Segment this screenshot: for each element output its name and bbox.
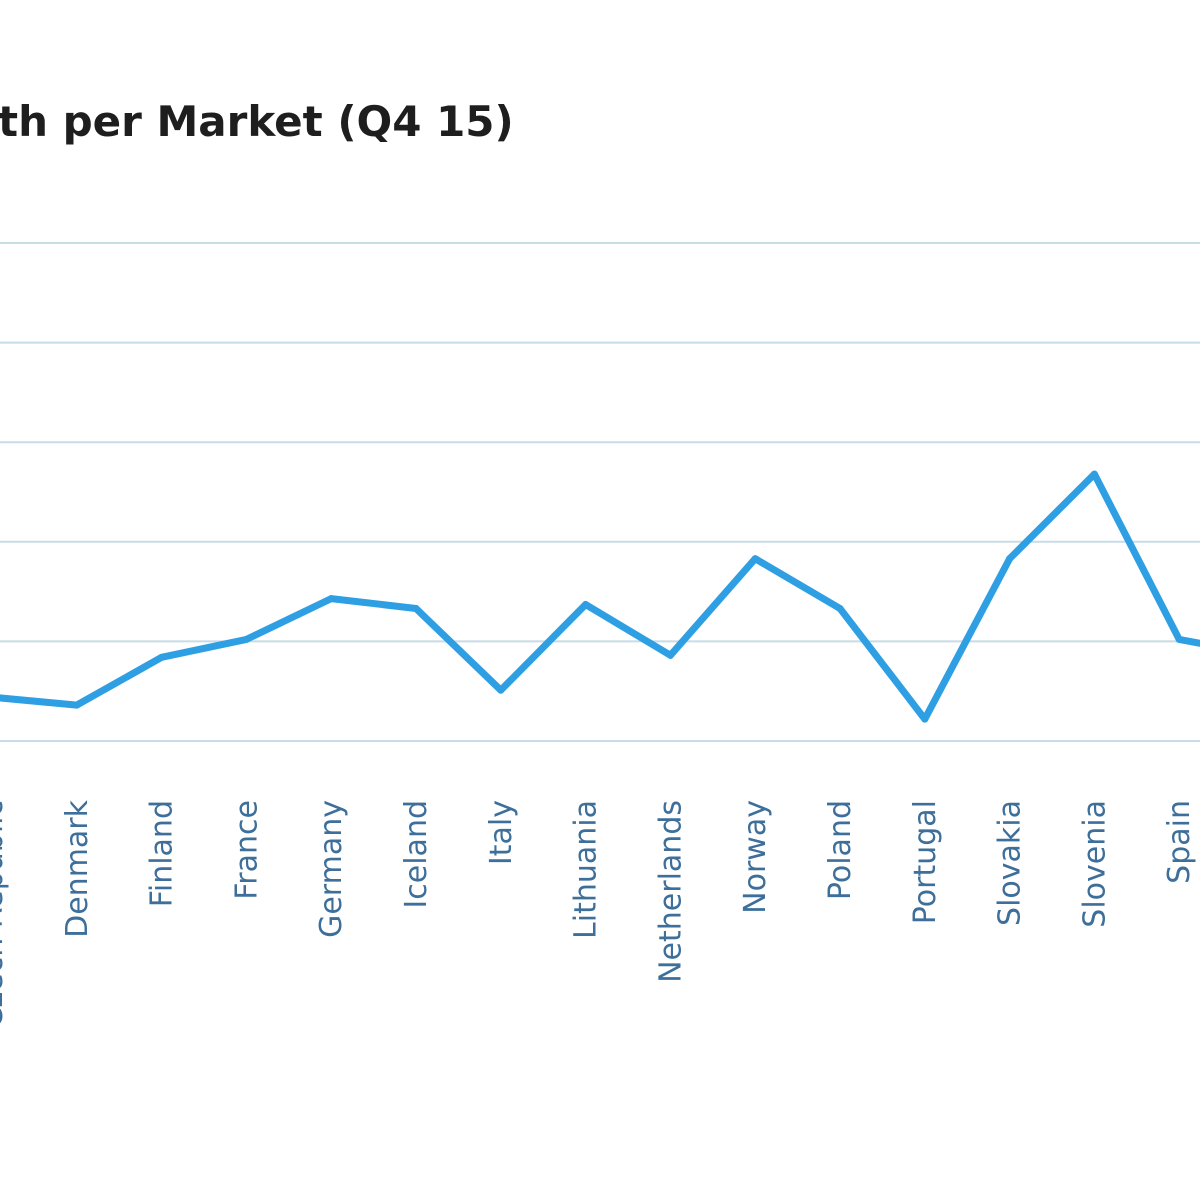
x-tick-label: Lithuania bbox=[569, 800, 604, 939]
x-tick-label: Spain bbox=[1162, 800, 1197, 884]
data-point bbox=[751, 555, 759, 563]
data-point bbox=[582, 601, 590, 609]
series-layer bbox=[0, 470, 1200, 723]
x-tick-label: Slovakia bbox=[993, 800, 1028, 926]
data-point bbox=[1175, 635, 1183, 643]
x-tick-label: Norway bbox=[738, 800, 773, 914]
data-point bbox=[158, 653, 166, 661]
gridlines bbox=[0, 242, 1200, 742]
data-point bbox=[1006, 555, 1014, 563]
chart-title: th per Market (Q4 15) bbox=[0, 97, 514, 146]
series-line bbox=[0, 470, 1200, 723]
data-point bbox=[242, 635, 250, 643]
x-tick-label: Denmark bbox=[60, 799, 95, 938]
x-tick-label: Slovenia bbox=[1077, 800, 1112, 928]
x-tick-label: France bbox=[229, 800, 264, 900]
data-point bbox=[666, 651, 674, 659]
x-tick-label: Portugal bbox=[908, 800, 943, 924]
x-tick-label: Italy bbox=[484, 800, 519, 865]
data-point bbox=[497, 686, 505, 694]
x-tick-label: Netherlands bbox=[653, 800, 688, 983]
data-point bbox=[412, 605, 420, 613]
x-tick-label: Czech Republic bbox=[0, 800, 10, 1028]
x-tick-label: Iceland bbox=[399, 800, 434, 909]
data-point bbox=[1090, 470, 1098, 478]
data-point bbox=[327, 595, 335, 603]
data-point bbox=[921, 715, 929, 723]
x-tick-label: Poland bbox=[823, 800, 858, 900]
data-point bbox=[836, 605, 844, 613]
data-point bbox=[73, 701, 81, 709]
x-axis-tick-labels: Czech Republic Denmark Finland France German… bbox=[0, 799, 1197, 1028]
x-tick-label: Germany bbox=[314, 800, 349, 938]
x-tick-label: Finland bbox=[145, 800, 180, 907]
